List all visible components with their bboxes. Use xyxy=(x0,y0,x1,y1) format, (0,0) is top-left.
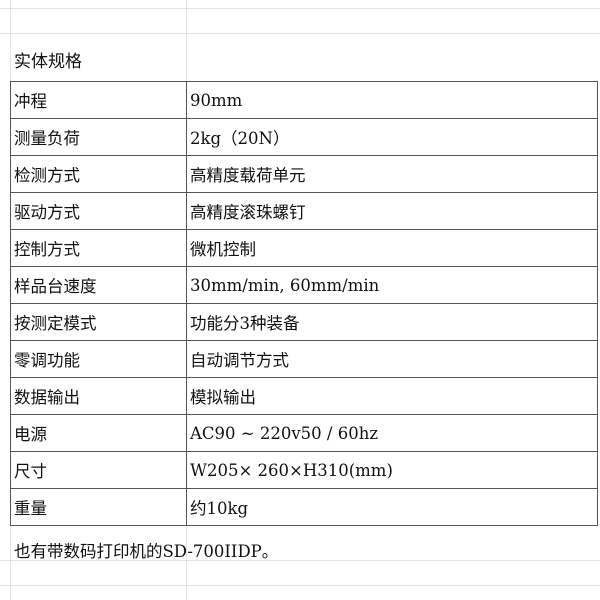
table-row: 按测定模式 功能分3种装备 xyxy=(10,303,598,341)
spec-value-cell[interactable]: 功能分3种装备 xyxy=(186,303,598,341)
spec-value-cell[interactable]: 高精度载荷单元 xyxy=(186,155,598,193)
spec-label-cell[interactable]: 数据输出 xyxy=(10,377,187,415)
table-row: 控制方式 微机控制 xyxy=(10,229,598,267)
table-row: 检测方式 高精度载荷单元 xyxy=(10,155,598,193)
spec-value-cell[interactable]: 30mm/min, 60mm/min xyxy=(186,266,598,304)
table-row: 驱动方式 高精度滚珠螺钉 xyxy=(10,192,598,230)
spec-label-cell[interactable]: 驱动方式 xyxy=(10,192,187,230)
table-row: 零调功能 自动调节方式 xyxy=(10,340,598,378)
spec-value-cell[interactable]: 微机控制 xyxy=(186,229,598,267)
table-row: 重量 约10kg xyxy=(10,488,598,526)
spec-value-cell[interactable]: AC90 ~ 220v50 / 60hz xyxy=(186,414,598,452)
spec-value-cell[interactable]: 模拟输出 xyxy=(186,377,598,415)
spec-value-cell[interactable]: 高精度滚珠螺钉 xyxy=(186,192,598,230)
spec-value-cell[interactable]: 90mm xyxy=(186,81,598,119)
gridline xyxy=(0,560,600,561)
spec-label-cell[interactable]: 控制方式 xyxy=(10,229,187,267)
spec-value-cell[interactable]: 约10kg xyxy=(186,488,598,526)
spec-value-cell[interactable]: W205× 260×H310(mm) xyxy=(186,451,598,489)
spec-table: 冲程 90mm 测量负荷 2kg（20N） 检测方式 高精度载荷单元 驱动方式 高精度滚珠螺钉… xyxy=(10,81,598,526)
note-cell[interactable]: 也有带数码打印机的SD-700IIDP。 xyxy=(14,542,279,561)
table-row: 测量负荷 2kg（20N） xyxy=(10,118,598,156)
spec-label-cell[interactable]: 尺寸 xyxy=(10,451,187,489)
spec-label-cell[interactable]: 样品台速度 xyxy=(10,266,187,304)
table-row: 尺寸 W205× 260×H310(mm) xyxy=(10,451,598,489)
table-row: 数据输出 模拟输出 xyxy=(10,377,598,415)
spec-label-cell[interactable]: 检测方式 xyxy=(10,155,187,193)
spec-value-cell[interactable]: 自动调节方式 xyxy=(186,340,598,378)
section-title[interactable]: 实体规格 xyxy=(14,52,82,72)
table-row: 冲程 90mm xyxy=(10,81,598,119)
spec-label-cell[interactable]: 冲程 xyxy=(10,81,187,119)
table-row: 电源 AC90 ~ 220v50 / 60hz xyxy=(10,414,598,452)
spec-value-cell[interactable]: 2kg（20N） xyxy=(186,118,598,156)
spec-label-cell[interactable]: 重量 xyxy=(10,488,187,526)
gridline xyxy=(0,33,600,34)
spec-label-cell[interactable]: 零调功能 xyxy=(10,340,187,378)
gridline xyxy=(0,8,600,9)
spec-label-cell[interactable]: 电源 xyxy=(10,414,187,452)
table-row: 样品台速度 30mm/min, 60mm/min xyxy=(10,266,598,304)
gridline xyxy=(0,585,600,586)
spec-label-cell[interactable]: 按测定模式 xyxy=(10,303,187,341)
spec-label-cell[interactable]: 测量负荷 xyxy=(10,118,187,156)
